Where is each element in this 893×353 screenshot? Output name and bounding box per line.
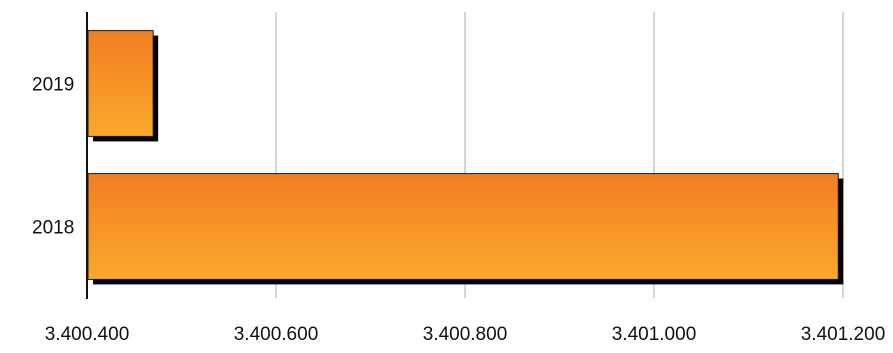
x-tick-label: 3.400.800 [423, 324, 508, 345]
x-tick-label: 3.400.400 [45, 324, 130, 345]
bar-2019 [87, 30, 154, 137]
category-label: 2019 [32, 75, 74, 96]
x-tick-label: 3.400.600 [234, 324, 319, 345]
x-tick-label: 3.401.200 [801, 324, 886, 345]
x-tick-label: 3.401.000 [612, 324, 697, 345]
bar-2018 [87, 173, 839, 280]
bars [87, 30, 844, 285]
labels: 2019 2018 3.400.400 3.400.600 3.400.800 3.401… [32, 75, 885, 346]
category-label: 2018 [32, 218, 74, 239]
